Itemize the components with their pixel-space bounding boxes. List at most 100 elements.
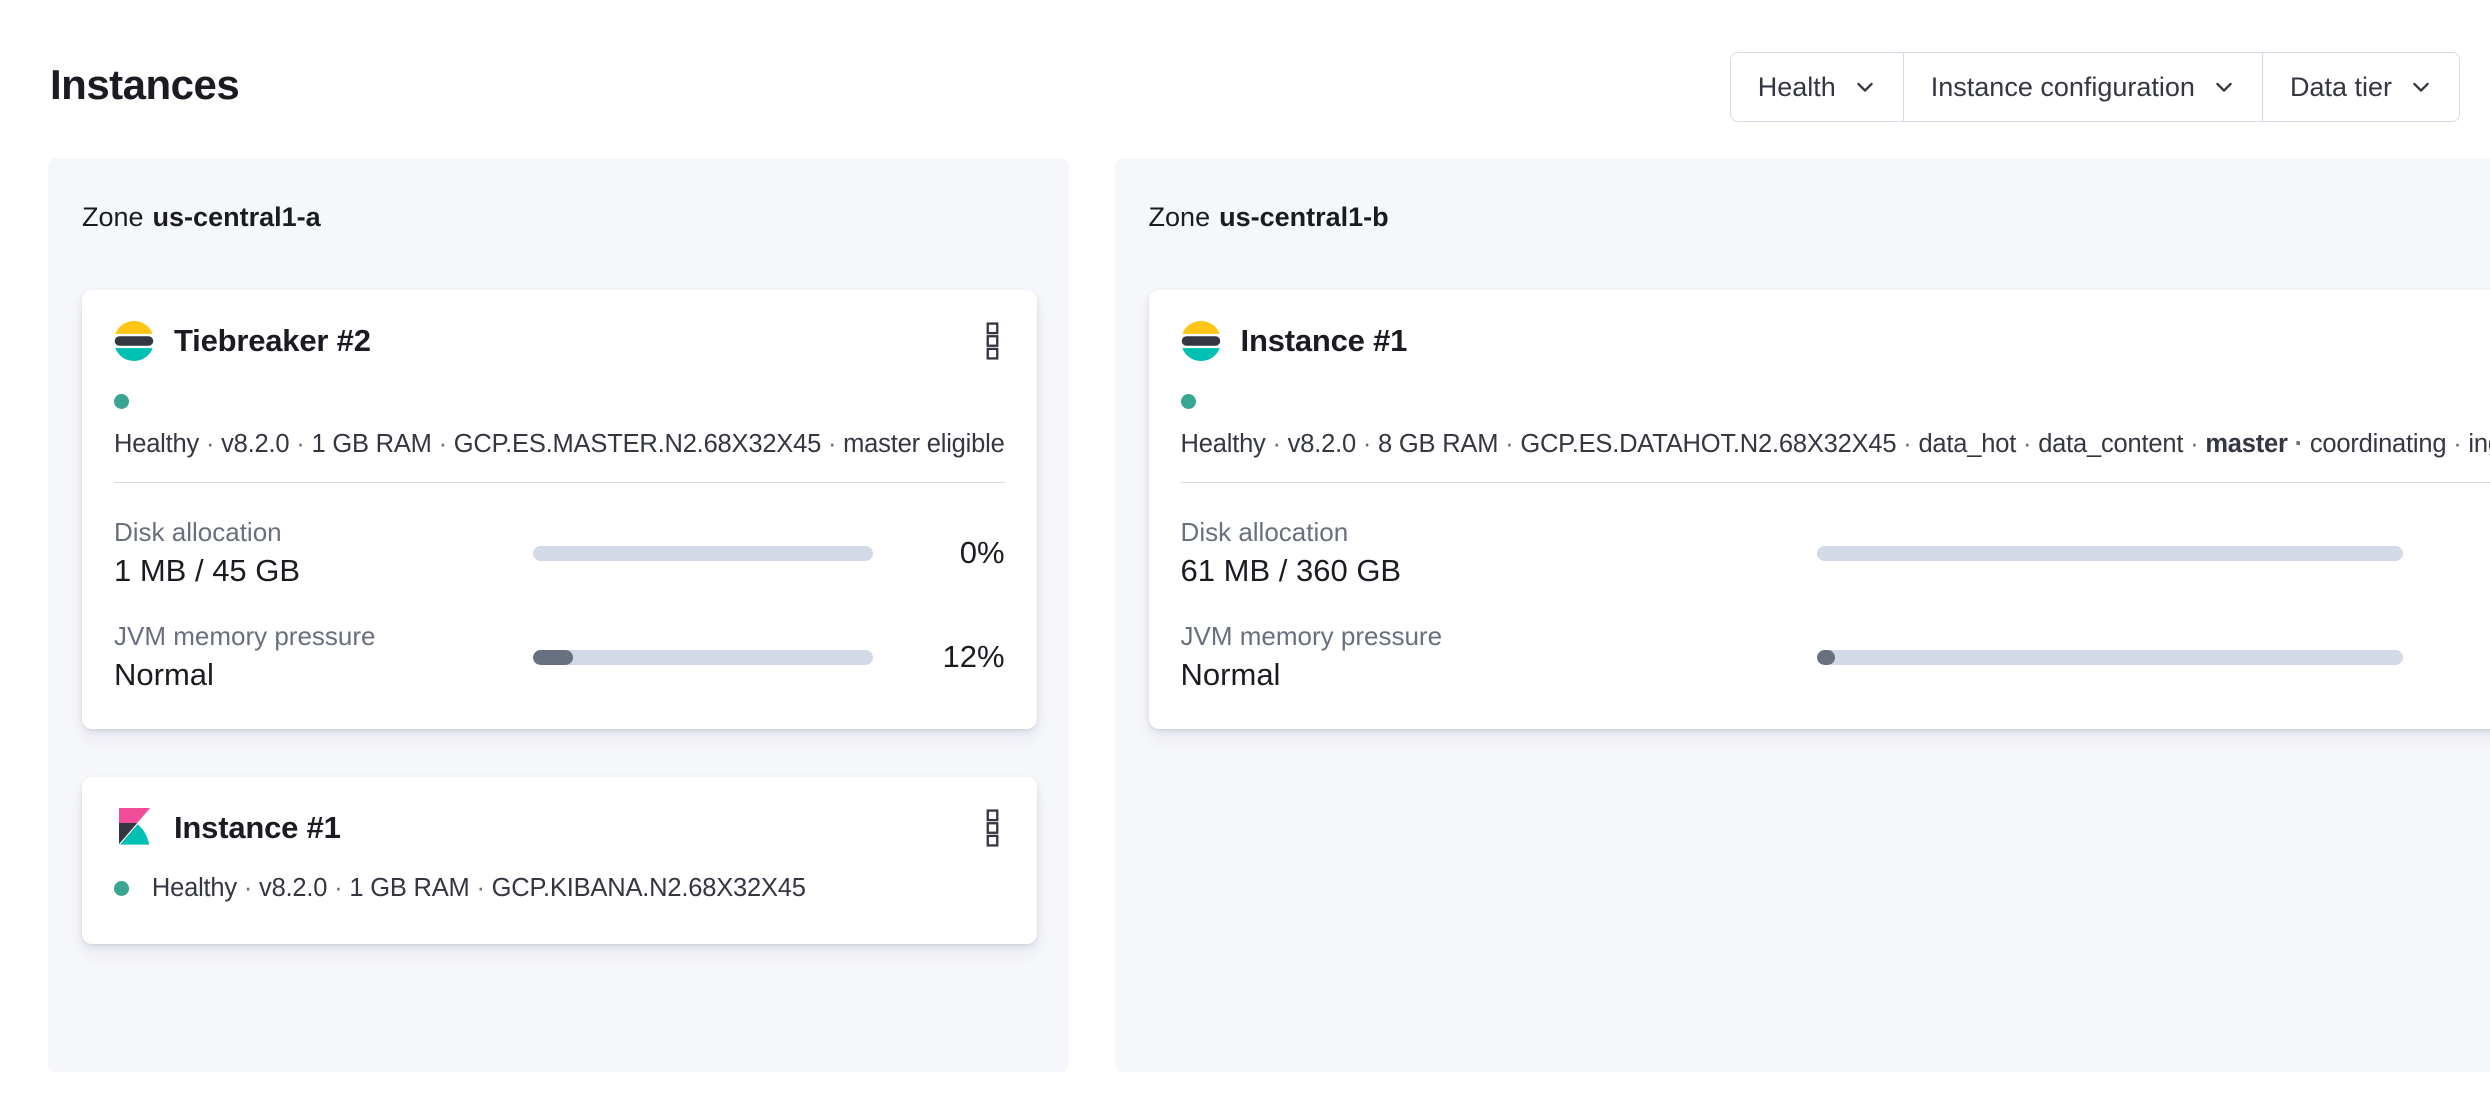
kibana-logo-icon <box>114 808 154 848</box>
chevron-down-icon <box>2413 82 2429 92</box>
zone-cards: Tiebreaker #2 Healthy · v8.2.0 · 1 GB RA… <box>82 290 1037 944</box>
metric-value: Normal <box>114 657 214 692</box>
metric-info: Disk allocation 1 MB / 45 GB <box>114 515 533 591</box>
elasticsearch-logo-icon <box>1181 321 1221 361</box>
instance-status-line: Healthy · v8.2.0 · 1 GB RAM · GCP.ES.MAS… <box>114 380 1005 466</box>
metric-label: Disk allocation <box>1180 517 1349 547</box>
metric-value: Normal <box>1180 657 1281 692</box>
status-separator: · <box>2016 430 2039 458</box>
instance-status-line: Healthy · v8.2.0 · 1 GB RAM · GCP.KIBANA… <box>114 867 1005 910</box>
metric-label: Disk allocation <box>114 517 282 547</box>
zone-column: Zone us-central1-b Instance #1 Healthy · … <box>1114 158 2490 1072</box>
status-segment: 8 GB RAM · <box>1378 430 1521 458</box>
metric-percent: 12% <box>942 639 1005 674</box>
metric-value: 1 MB / 45 GB <box>114 553 301 588</box>
instances-page: Instances Health Instance configuration … <box>0 0 2490 1072</box>
zones: Zone us-central1-a Tiebreaker #2 Healthy … <box>48 158 2490 1072</box>
instance-metrics: Disk allocation 61 MB / 360 GB 0% JVM me… <box>1180 482 2490 695</box>
metric-progress-bar <box>1817 545 2404 561</box>
zone-label: Zone us-central1-a <box>82 200 1037 234</box>
zone-label-prefix: Zone <box>82 202 144 232</box>
health-dot-icon <box>114 881 129 896</box>
filter-health-button[interactable]: Health <box>1730 53 1903 121</box>
status-separator: · <box>469 874 492 902</box>
status-separator: · <box>1355 430 1378 458</box>
status-segment: Healthy · <box>151 874 260 902</box>
zone-label: Zone us-central1-b <box>1149 200 2490 234</box>
status-segment: Healthy · <box>114 430 222 458</box>
zone-column: Zone us-central1-a Tiebreaker #2 Healthy … <box>48 158 1069 1072</box>
status-separator: · <box>1896 430 1919 458</box>
instance-card-header: Instance #1 <box>1181 320 2490 362</box>
metric-row: JVM memory pressure Normal 3% <box>1181 619 2490 695</box>
instance-title: Instance #1 <box>174 810 341 845</box>
chevron-down-icon <box>2216 82 2232 92</box>
status-segment: 1 GB RAM · <box>349 874 492 902</box>
metric-progress-bar <box>1817 649 2404 665</box>
status-separator: · <box>327 874 350 902</box>
health-dot-icon <box>114 394 129 409</box>
status-segment: Healthy · <box>1180 430 1288 458</box>
metric-info: JVM memory pressure Normal <box>114 619 533 695</box>
status-separator: · <box>2183 430 2206 458</box>
filter-data-tier-button[interactable]: Data tier <box>2261 53 2459 121</box>
metric-info: JVM memory pressure Normal <box>1181 619 1818 695</box>
metric-label: JVM memory pressure <box>1180 621 1443 651</box>
metric-row: Disk allocation 61 MB / 360 GB 0% <box>1181 515 2490 591</box>
boxes-vertical-icon <box>986 322 998 360</box>
metric-progress-bar <box>532 545 873 561</box>
status-segment: coordinating · <box>2309 430 2469 458</box>
status-separator: · <box>2287 430 2310 458</box>
metric-label: JVM memory pressure <box>114 621 376 651</box>
metric-percent: 3% <box>2453 639 2490 675</box>
zone-cards: Instance #1 Healthy · v8.2.0 · 8 GB RAM … <box>1148 290 2490 729</box>
status-separator: · <box>1498 430 1521 458</box>
instance-title: Instance #1 <box>1240 323 1408 358</box>
page-title: Instances <box>50 61 240 108</box>
status-segment: v8.2.0 · <box>221 430 312 458</box>
filter-group: Health Instance configuration Data tier <box>1729 52 2460 122</box>
status-separator: · <box>821 430 844 458</box>
instance-menu-button[interactable] <box>980 807 1005 849</box>
boxes-vertical-icon <box>986 809 998 847</box>
status-separator: · <box>289 430 312 458</box>
status-segment: v8.2.0 · <box>259 874 350 902</box>
zone-label-prefix: Zone <box>1148 202 1211 232</box>
zone-name: us-central1-a <box>152 202 321 232</box>
status-separator: · <box>199 430 222 458</box>
page-header: Instances Health Instance configuration … <box>0 0 2490 122</box>
status-segment: master · <box>2205 430 2310 458</box>
status-segment: data_hot · <box>1918 430 2039 458</box>
health-dot-icon <box>1180 394 1196 409</box>
filter-health-label: Health <box>1757 71 1836 102</box>
metric-progress-bar <box>532 649 873 665</box>
elasticsearch-logo-icon <box>114 321 154 361</box>
instance-card-header: Tiebreaker #2 <box>114 320 1005 362</box>
chevron-down-icon <box>1856 82 1873 92</box>
instance-metrics: Disk allocation 1 MB / 45 GB 0% JVM memo… <box>114 482 1005 695</box>
zone-name: us-central1-b <box>1219 202 1389 232</box>
metric-percent: 0% <box>959 535 1005 570</box>
status-segment: v8.2.0 · <box>1287 430 1378 458</box>
status-separator: · <box>431 430 454 458</box>
instance-card-header: Instance #1 <box>114 807 1005 849</box>
metric-percent: 0% <box>2453 535 2490 571</box>
instance-title: Tiebreaker #2 <box>174 323 371 358</box>
filter-instance-configuration-button[interactable]: Instance configuration <box>1902 53 2262 121</box>
instance-card: Instance #1 Healthy · v8.2.0 · 8 GB RAM … <box>1148 290 2490 729</box>
status-separator: · <box>2446 430 2469 458</box>
metric-progress-fill <box>532 649 574 665</box>
status-segment: GCP.ES.MASTER.N2.68X32X45 · <box>453 430 844 458</box>
status-separator: · <box>236 874 260 902</box>
instance-menu-button[interactable] <box>980 320 1005 362</box>
status-segment: GCP.KIBANA.N2.68X32X45 <box>491 874 806 902</box>
filter-instance-configuration-label: Instance configuration <box>1930 71 2195 102</box>
instance-status-line: Healthy · v8.2.0 · 8 GB RAM · GCP.ES.DAT… <box>1180 380 2490 466</box>
status-separator: · <box>1265 430 1288 458</box>
metric-progress-fill <box>1817 649 1835 665</box>
status-segment: data_content · <box>2038 430 2206 458</box>
status-segment: ingest <box>2468 430 2490 458</box>
instance-card: Tiebreaker #2 Healthy · v8.2.0 · 1 GB RA… <box>82 290 1037 729</box>
status-segment: 1 GB RAM · <box>311 430 454 458</box>
filter-data-tier-label: Data tier <box>2289 71 2392 102</box>
